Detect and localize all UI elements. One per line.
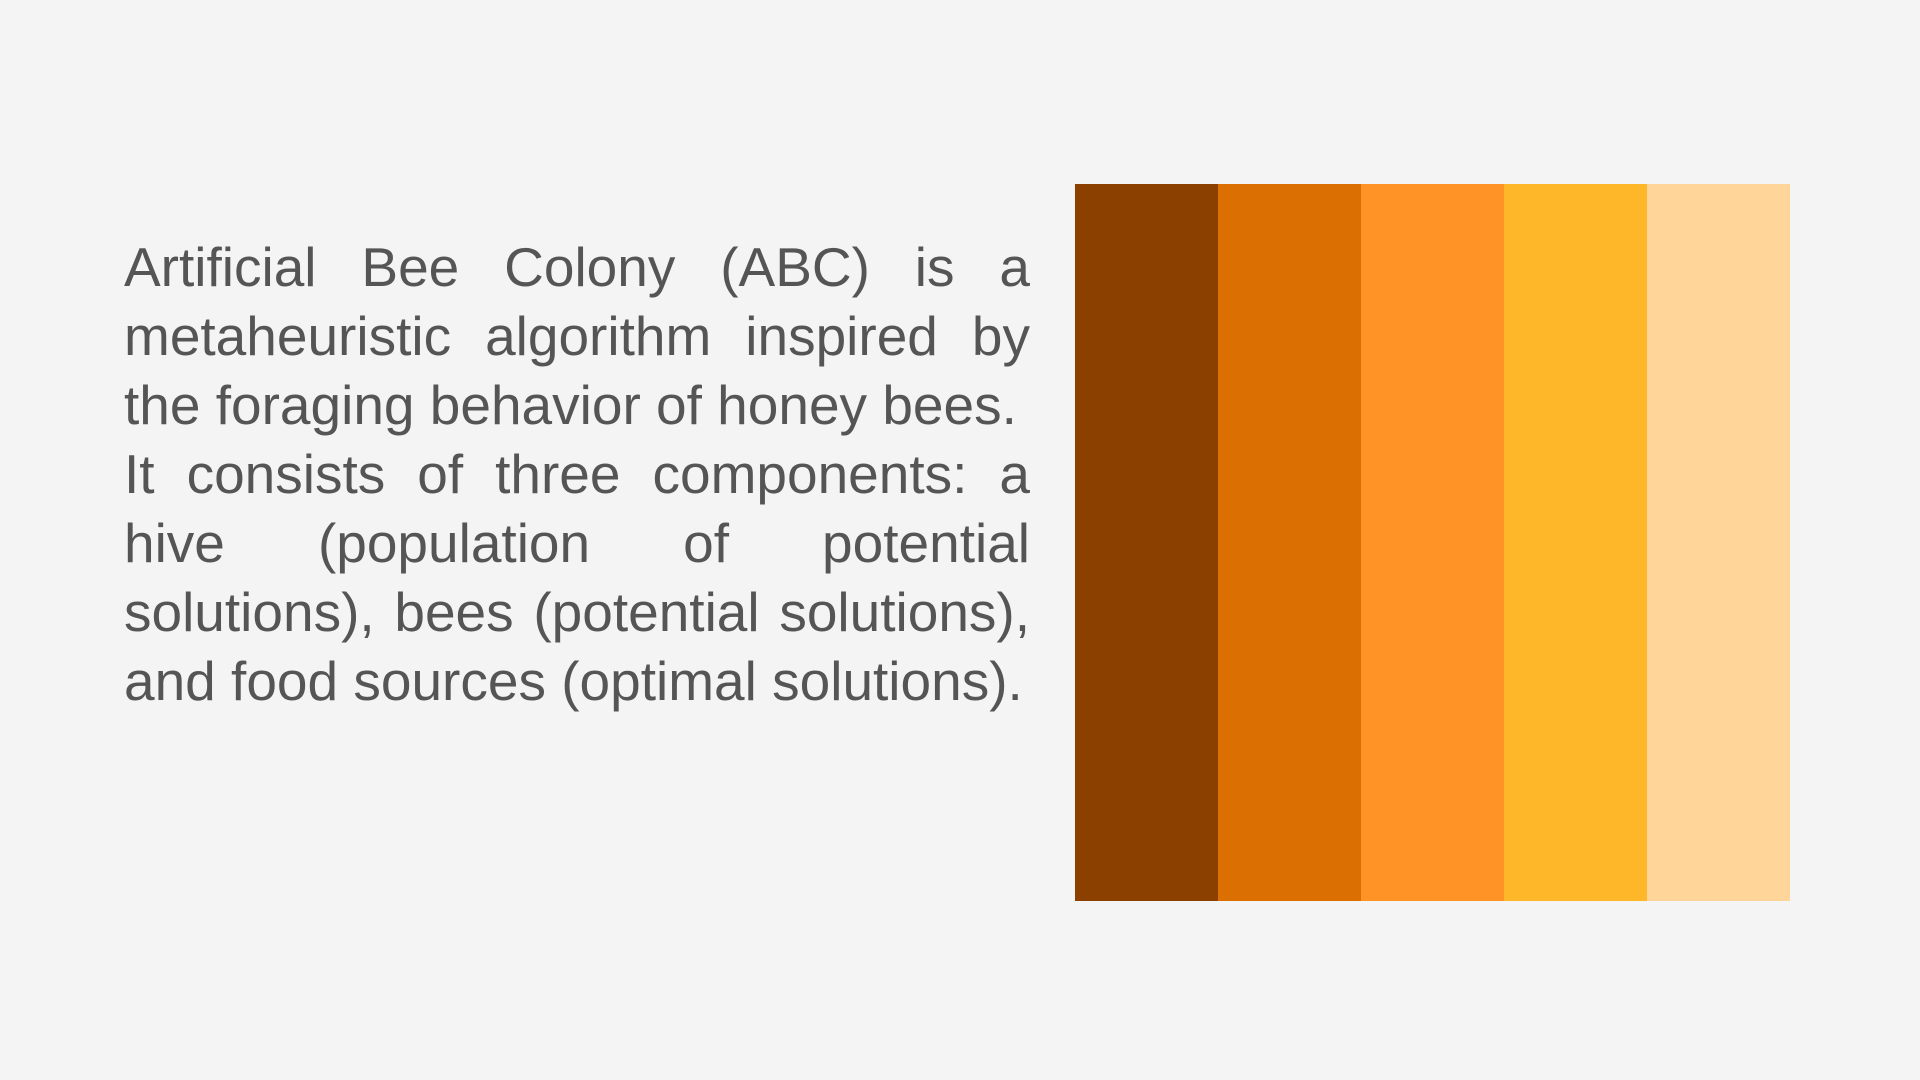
swatch-dark-orange [1218, 184, 1361, 901]
paragraph-abc-definition: Artificial Bee Colony (ABC) is a metaheu… [124, 236, 1030, 436]
swatch-amber [1504, 184, 1647, 901]
swatch-dark-brown [1075, 184, 1218, 901]
swatch-light-peach [1647, 184, 1790, 901]
body-text: Artificial Bee Colony (ABC) is a metaheu… [124, 233, 1030, 716]
color-swatch-strip [1075, 184, 1790, 901]
swatch-orange [1361, 184, 1504, 901]
paragraph-abc-components: It consists of three components: a hive … [124, 443, 1030, 712]
